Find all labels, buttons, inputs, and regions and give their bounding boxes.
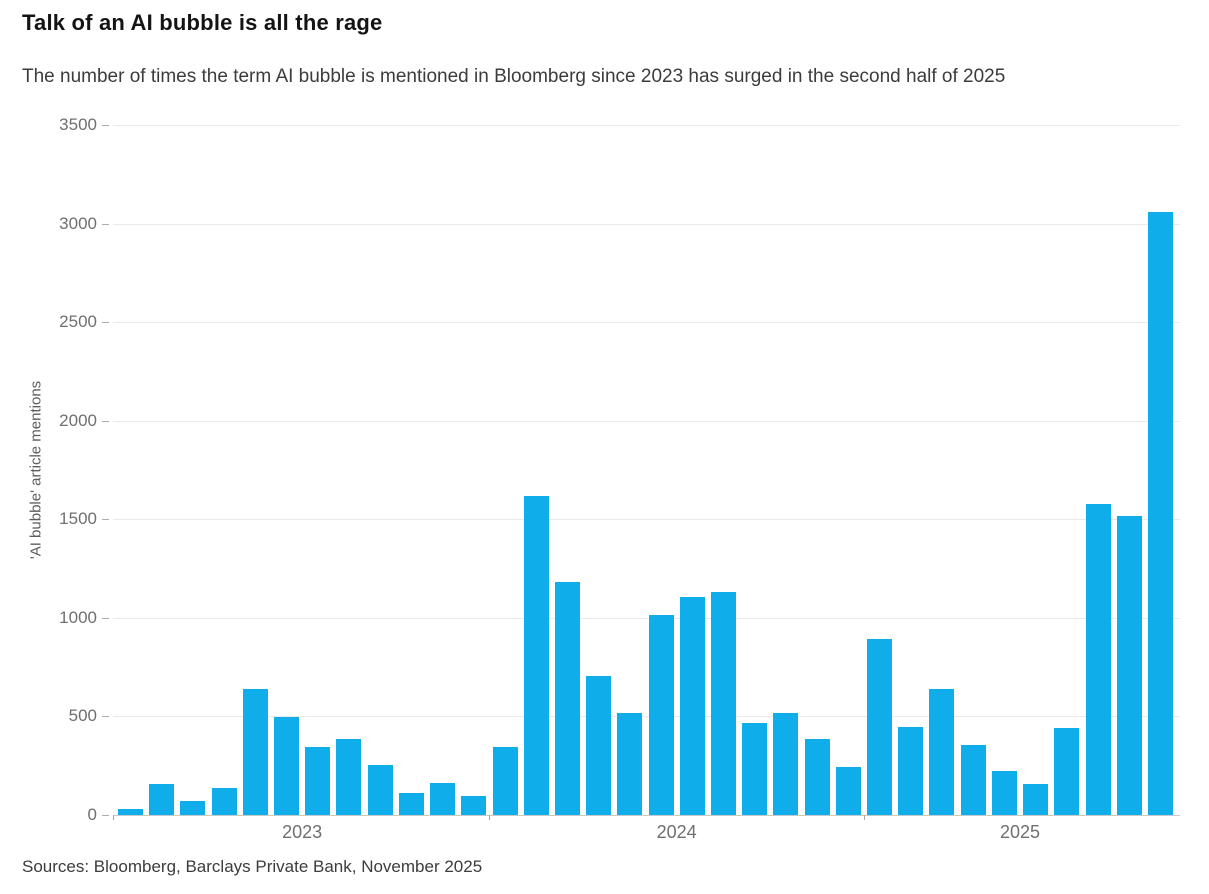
y-axis-title: 'AI bubble' article mentions: [27, 380, 45, 560]
bar: [867, 638, 893, 815]
bar: [523, 495, 549, 815]
x-tick-mark: [863, 815, 865, 820]
bar: [180, 801, 206, 815]
bar: [1054, 728, 1080, 815]
bar: [804, 739, 830, 815]
bar: [336, 739, 362, 815]
bar: [742, 723, 768, 815]
bar: [367, 764, 393, 815]
y-tick-mark: [102, 716, 109, 718]
y-tick-mark: [102, 815, 109, 816]
bar: [1116, 516, 1142, 815]
page-title: Talk of an AI bubble is all the rage: [22, 10, 383, 35]
bar: [710, 592, 736, 815]
bar: [679, 597, 705, 815]
bar: [398, 793, 424, 815]
x-year-label: 2025: [999, 822, 1041, 842]
y-tick-label: 2500: [59, 312, 97, 332]
bar: [242, 688, 268, 815]
gridline: [113, 420, 1180, 422]
x-tick-mark: [113, 815, 114, 820]
x-year-label: 2024: [656, 822, 697, 842]
gridline: [113, 617, 1180, 619]
bar: [648, 614, 674, 815]
bar: [305, 747, 331, 815]
y-tick-label: 1500: [59, 509, 97, 529]
bar: [617, 712, 643, 815]
gridline: [113, 223, 1180, 225]
bar: [554, 582, 580, 815]
x-year-label: 2023: [282, 822, 323, 842]
bar: [898, 727, 924, 815]
bar: [274, 717, 300, 815]
y-tick-label: 0: [87, 805, 97, 824]
plot-area: 0 500 1000 1500 2000 2500 3000 3500 2023 2024 2025: [59, 115, 1180, 842]
bar: [1147, 211, 1173, 815]
y-tick-mark: [102, 322, 109, 324]
y-tick-mark: [102, 223, 109, 225]
chart-subtitle: The number of times the term AI bubble i…: [22, 66, 1006, 87]
bar: [492, 747, 518, 815]
bar: [835, 766, 861, 815]
bar: [1023, 784, 1049, 815]
x-axis-baseline: [113, 815, 1180, 816]
gridline: [113, 125, 1180, 126]
y-tick-mark: [102, 617, 109, 619]
bar: [430, 783, 456, 815]
source-note: Sources: Bloomberg, Barclays Private Ban…: [22, 857, 483, 876]
bar: [929, 688, 955, 815]
gridline: [113, 519, 1180, 521]
bar: [149, 784, 175, 815]
y-tick-label: 500: [68, 706, 97, 726]
y-tick-label: 3000: [59, 213, 97, 233]
bar: [991, 770, 1017, 815]
gridline: [113, 716, 1180, 718]
x-tick-mark: [489, 815, 491, 820]
bar: [586, 676, 612, 815]
gridline: [113, 322, 1180, 324]
y-tick-mark: [102, 125, 109, 126]
y-tick-label: 3500: [59, 115, 97, 134]
bar: [461, 796, 487, 815]
y-tick-mark: [102, 519, 109, 521]
bar: [118, 809, 143, 815]
bar: [211, 788, 237, 815]
bar: [773, 713, 799, 815]
bar: [1085, 503, 1111, 815]
y-tick-mark: [102, 420, 109, 422]
y-tick-label: 1000: [59, 607, 97, 627]
y-tick-label: 2000: [59, 410, 97, 430]
bar: [960, 745, 986, 815]
